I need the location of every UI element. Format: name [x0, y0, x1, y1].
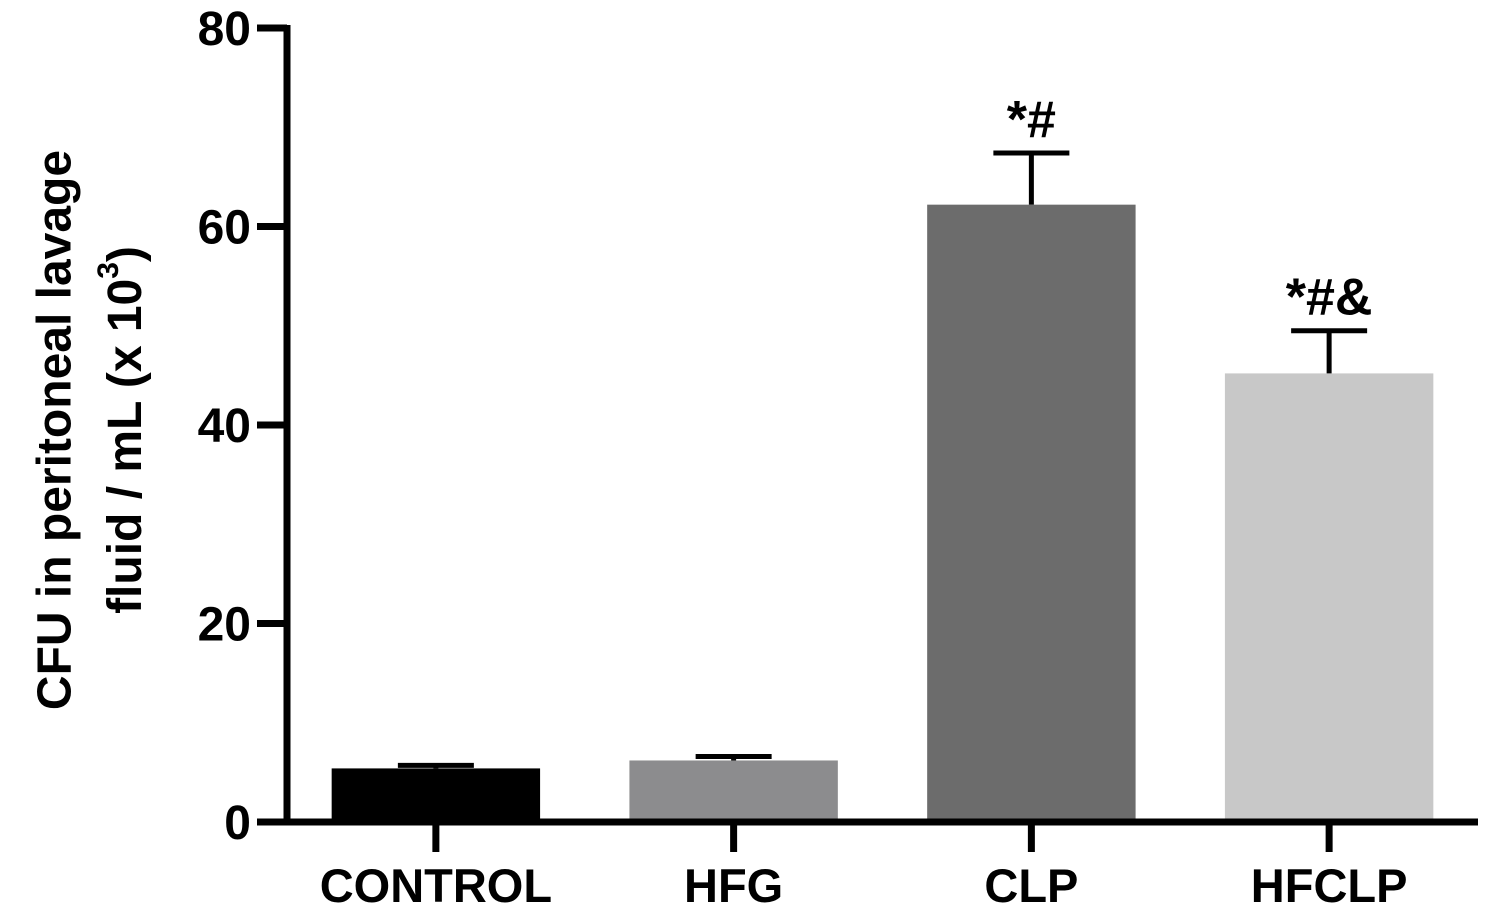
x-tick-label: HFCLP — [1251, 859, 1408, 912]
bar — [927, 204, 1136, 823]
y-tick-label: 60 — [198, 202, 251, 255]
y-tick-label: 40 — [198, 400, 251, 453]
significance-label: *# — [1007, 91, 1056, 149]
y-axis-label-text: fluid / mL (x 10 — [99, 279, 152, 614]
y-tick-label: 20 — [198, 599, 251, 652]
y-tick-label: 0 — [224, 797, 251, 850]
x-tick-label: HFG — [684, 859, 783, 912]
x-tick-label: CONTROL — [320, 859, 552, 912]
y-axis-label-end: ) — [99, 246, 152, 262]
bar — [331, 768, 541, 822]
y-axis-label-sup: 3 — [92, 262, 125, 279]
x-tick-label: CLP — [984, 859, 1078, 912]
y-tick-label: 80 — [198, 3, 251, 56]
bar — [1224, 373, 1434, 822]
bar — [629, 760, 838, 822]
significance-label: *#& — [1286, 269, 1373, 327]
y-axis-label: fluid / mL (x 103) — [92, 246, 152, 614]
y-axis-label: CFU in peritoneal lavage — [29, 150, 82, 710]
